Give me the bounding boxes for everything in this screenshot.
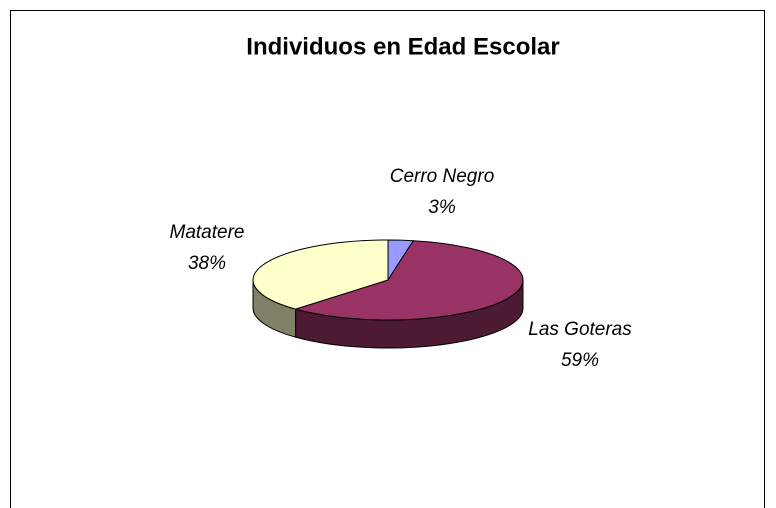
slice-label: Cerro Negro <box>390 166 495 187</box>
slice <box>252 239 389 310</box>
slice-label: Matatere <box>170 222 245 243</box>
chart-title: Individuos en Edad Escolar <box>246 33 559 60</box>
slice-value-label: 59% <box>561 350 599 371</box>
slice <box>293 240 524 321</box>
slice-value-label: 38% <box>188 253 226 274</box>
slice-label: Las Goteras <box>528 319 632 340</box>
slice-value-label: 3% <box>428 197 456 218</box>
